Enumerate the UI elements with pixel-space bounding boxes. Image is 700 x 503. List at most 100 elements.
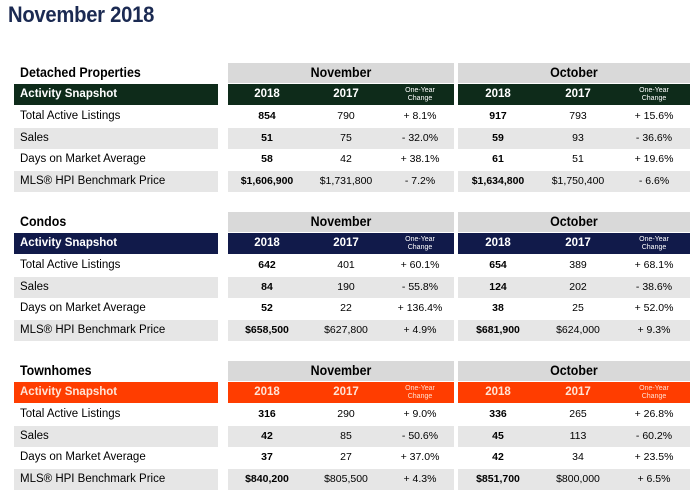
- value-2017: 93: [572, 131, 584, 144]
- one-year-change-header: One-Year Change: [639, 385, 669, 400]
- october-values: $681,900 $624,000 + 9.3%: [458, 319, 690, 341]
- year-previous: 2017: [333, 386, 359, 398]
- value-change: + 15.6%: [634, 110, 674, 122]
- year-current: 2018: [254, 237, 280, 249]
- value-2017: 75: [340, 131, 352, 144]
- snapshot-header: Activity Snapshot 2018 2017 One-Year Change 2…: [14, 382, 690, 403]
- value-2017: 25: [572, 302, 584, 314]
- november-values: 58 42 + 38.1%: [228, 149, 454, 170]
- october-values: 124 202 - 38.6%: [458, 276, 690, 298]
- value-2018: 336: [489, 408, 507, 420]
- row-label-cell: MLS® HPI Benchmark Price: [14, 319, 218, 341]
- value-2018: 61: [492, 153, 504, 165]
- value-change: + 6.5%: [637, 472, 671, 485]
- month-label: November: [310, 65, 372, 80]
- value-2018: 59: [492, 131, 504, 144]
- row-label: Sales: [20, 131, 49, 144]
- value-change: - 6.6%: [638, 174, 670, 187]
- november-values: 316 290 + 9.0%: [228, 404, 454, 425]
- one-year-change-header: One-Year Change: [639, 236, 669, 251]
- october-values: 42 34 + 23.5%: [458, 447, 690, 468]
- value-2018: 84: [261, 280, 273, 293]
- october-values: 38 25 + 52.0%: [458, 298, 690, 319]
- row-label: Total Active Listings: [20, 110, 121, 122]
- snapshot-label-cell: Activity Snapshot: [14, 84, 218, 105]
- table-row: Sales 84 190 - 55.8% 124 202 - 38.6%: [14, 276, 690, 298]
- value-change: - 60.2%: [635, 429, 673, 442]
- section-detached-properties: Detached Properties November October Activi…: [14, 63, 690, 193]
- value-2018: 58: [261, 153, 273, 165]
- value-2017: 85: [340, 429, 352, 442]
- value-2018: 917: [489, 110, 507, 122]
- year-previous: 2017: [565, 386, 591, 398]
- section-title: Detached Properties: [20, 65, 141, 80]
- value-2017: 113: [569, 429, 587, 442]
- table-row: Days on Market Average 37 27 + 37.0% 42 34 + 2…: [14, 447, 690, 468]
- month-header-october: October: [458, 361, 690, 381]
- row-label-cell: Days on Market Average: [14, 298, 218, 319]
- year-header-block: 2018 2017 One-Year Change: [228, 382, 454, 403]
- value-2017: $624,000: [556, 323, 600, 336]
- value-change: - 36.6%: [635, 131, 673, 144]
- value-change: + 68.1%: [634, 259, 674, 271]
- value-change: - 7.2%: [404, 174, 436, 187]
- table-row: Days on Market Average 52 22 + 136.4% 38 25 + …: [14, 298, 690, 319]
- value-change: + 19.6%: [634, 153, 674, 165]
- value-change: + 23.5%: [634, 451, 674, 463]
- value-change: - 50.6%: [401, 429, 439, 442]
- november-values: $840,200 $805,500 + 4.3%: [228, 468, 454, 490]
- november-values: 42 85 - 50.6%: [228, 425, 454, 447]
- value-2018: 316: [258, 408, 276, 420]
- november-values: $1,606,900 $1,731,800 - 7.2%: [228, 170, 454, 192]
- value-change: - 55.8%: [401, 280, 439, 293]
- row-label-cell: Total Active Listings: [14, 404, 218, 425]
- year-previous: 2017: [333, 88, 359, 100]
- value-2018: 42: [261, 429, 273, 442]
- row-label: MLS® HPI Benchmark Price: [20, 472, 166, 485]
- value-change: + 4.9%: [403, 323, 437, 336]
- row-label: Sales: [20, 280, 49, 293]
- value-change: + 37.0%: [400, 451, 440, 463]
- november-values: $658,500 $627,800 + 4.9%: [228, 319, 454, 341]
- october-values: $1,634,800 $1,750,400 - 6.6%: [458, 170, 690, 192]
- year-header-block: 2018 2017 One-Year Change: [228, 84, 454, 105]
- value-2018: 38: [492, 302, 504, 314]
- row-label-cell: Sales: [14, 425, 218, 447]
- section-header: Detached Properties November October: [14, 63, 690, 83]
- year-current: 2018: [254, 386, 280, 398]
- value-change: + 8.1%: [403, 110, 437, 122]
- row-label-cell: MLS® HPI Benchmark Price: [14, 468, 218, 490]
- value-change: + 26.8%: [634, 408, 674, 420]
- page-title: November 2018: [8, 2, 155, 27]
- section-condos: Condos November October Activity Snapshot 20…: [14, 212, 690, 342]
- value-2018: 52: [261, 302, 273, 314]
- table-row: MLS® HPI Benchmark Price $840,200 $805,500…: [14, 468, 690, 490]
- value-change: + 4.3%: [403, 472, 437, 485]
- october-values: 336 265 + 26.8%: [458, 404, 690, 425]
- november-values: 854 790 + 8.1%: [228, 106, 454, 127]
- value-change: + 60.1%: [400, 259, 440, 271]
- table-row: Total Active Listings 642 401 + 60.1% 654 389…: [14, 255, 690, 276]
- value-2018: $1,606,900: [240, 174, 294, 187]
- value-change: - 38.6%: [635, 280, 673, 293]
- october-values: 59 93 - 36.6%: [458, 127, 690, 149]
- snapshot-header: Activity Snapshot 2018 2017 One-Year Change 2…: [14, 84, 690, 105]
- year-current: 2018: [485, 237, 511, 249]
- month-header-october: October: [458, 212, 690, 232]
- value-2018: 854: [258, 110, 276, 122]
- value-2018: 37: [261, 451, 273, 463]
- snapshot-label-cell: Activity Snapshot: [14, 382, 218, 403]
- year-current: 2018: [485, 386, 511, 398]
- value-2017: 202: [569, 280, 587, 293]
- month-header-october: October: [458, 63, 690, 83]
- value-2018: 124: [489, 280, 507, 293]
- value-2017: $805,500: [324, 472, 368, 485]
- value-2017: $800,000: [556, 472, 600, 485]
- value-2017: 793: [569, 110, 587, 122]
- november-values: 84 190 - 55.8%: [228, 276, 454, 298]
- value-2018: $1,634,800: [471, 174, 525, 187]
- value-2017: 265: [569, 408, 587, 420]
- month-label: October: [550, 214, 598, 229]
- year-header-block: 2018 2017 One-Year Change: [458, 84, 690, 105]
- snapshot-label: Activity Snapshot: [20, 237, 118, 249]
